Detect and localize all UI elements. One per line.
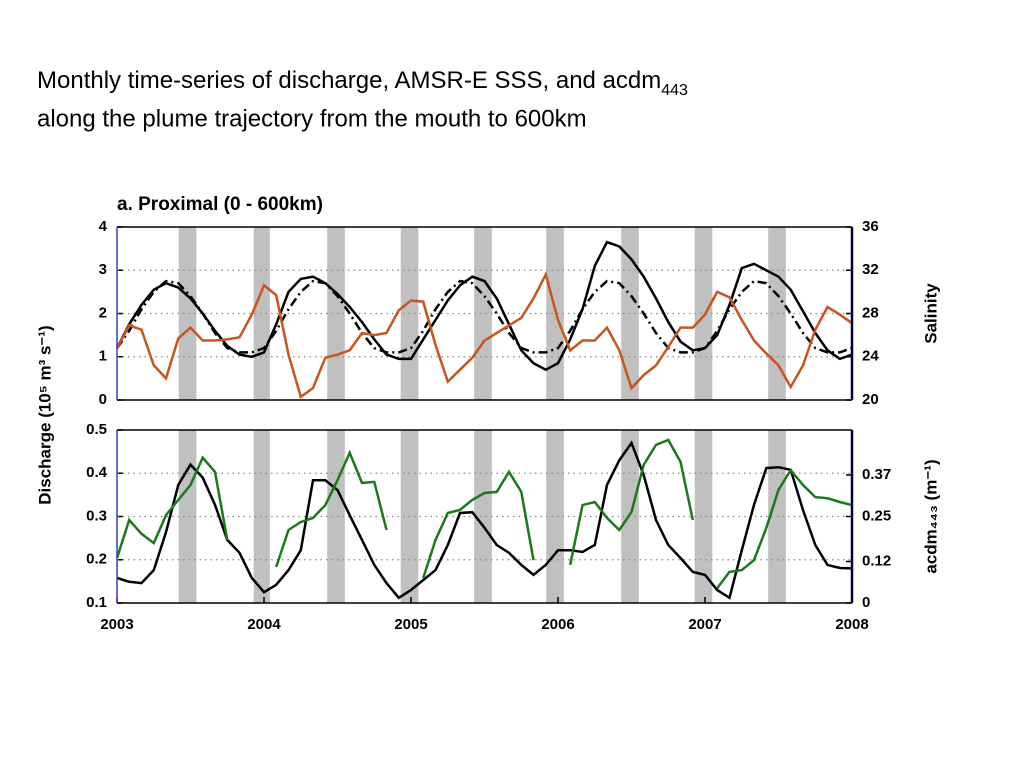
y2-tick-label: 0 [862, 594, 870, 611]
shaded-band [474, 430, 492, 603]
data-line [115, 438, 853, 589]
page-title: Monthly time-series of discharge, AMSR-E… [37, 67, 688, 99]
x-tick-label: 2004 [247, 616, 281, 633]
page-title-line2: along the plume trajectory from the mout… [37, 105, 587, 132]
y-tick-label: 0.3 [86, 507, 107, 524]
x-tick-label: 2003 [100, 616, 133, 633]
shaded-band [178, 430, 197, 603]
y2-tick-label: 24 [862, 348, 879, 365]
y2-tick-label: 28 [862, 304, 879, 321]
shaded-band [253, 430, 270, 603]
y2-tick-label: 32 [862, 261, 879, 278]
y2-tick-label: 0.12 [862, 552, 891, 569]
shaded-band [178, 227, 197, 400]
panel-title: a. Proximal (0 - 600km) [117, 194, 323, 215]
x-tick-label: 2006 [541, 616, 574, 633]
title-subscript: 443 [661, 82, 688, 99]
x-tick-label: 2008 [835, 616, 868, 633]
y-tick-label: 1 [99, 348, 107, 365]
shaded-band [474, 227, 492, 400]
y-tick-label: 2 [99, 304, 107, 321]
y2-axis-label: acdm₄₄₃ (m⁻¹) [921, 459, 940, 573]
x-tick-label: 2005 [394, 616, 427, 633]
shaded-band [546, 430, 564, 603]
y2-tick-label: 20 [862, 391, 879, 408]
shaded-band [253, 227, 270, 400]
y-axis-label: Discharge (10⁵ m³ s⁻¹) [35, 325, 54, 504]
y-tick-label: 0.1 [86, 594, 107, 611]
shaded-band [694, 430, 713, 603]
data-line [115, 279, 853, 354]
title-text: Monthly time-series of discharge, AMSR-E… [37, 67, 661, 94]
data-line [115, 240, 853, 372]
y-tick-label: 0.4 [86, 464, 108, 481]
y-tick-label: 0.2 [86, 551, 107, 568]
shaded-band [327, 227, 345, 400]
y2-tick-label: 0.25 [862, 507, 891, 524]
x-tick-label: 2007 [688, 616, 721, 633]
shaded-band [327, 430, 345, 603]
y-tick-label: 0 [99, 391, 107, 408]
shaded-band [694, 227, 713, 400]
data-line [115, 271, 853, 399]
y-tick-label: 4 [99, 218, 108, 235]
y2-tick-label: 0.37 [862, 466, 891, 483]
y2-tick-label: 36 [862, 218, 879, 235]
data-line [116, 440, 853, 600]
y-tick-label: 0.5 [86, 421, 107, 438]
y2-axis-label: Salinity [921, 283, 940, 344]
y-tick-label: 3 [99, 261, 107, 278]
